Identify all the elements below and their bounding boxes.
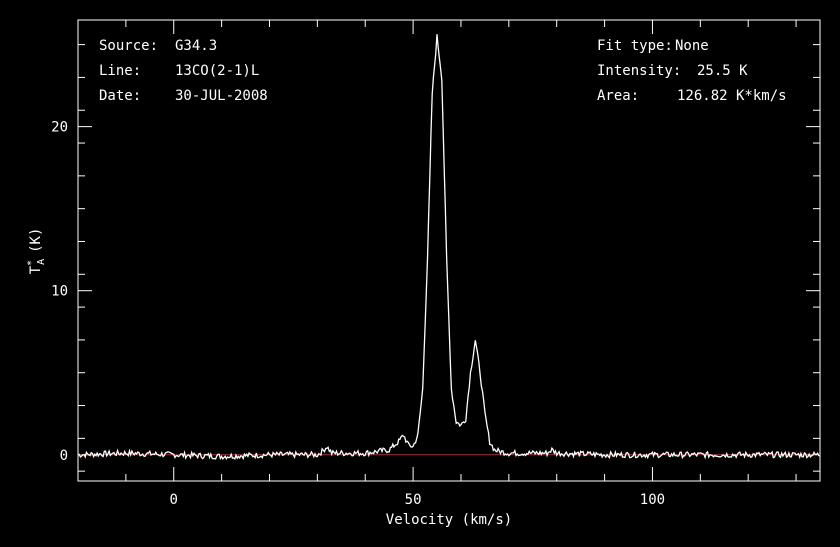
intensity-value: 25.5 K: [697, 63, 748, 79]
x-tick-label: 0: [170, 492, 178, 508]
date-label: Date:: [99, 88, 141, 104]
area-value: 126.82 K*km/s: [677, 88, 787, 104]
y-tick-label: 10: [51, 284, 68, 300]
spectrum-line: [77, 34, 821, 461]
fit-type-value: None: [675, 38, 709, 54]
y-axis-label: T*A(K): [26, 228, 47, 275]
source-value: G34.3: [175, 38, 217, 54]
source-label: Source:: [99, 38, 158, 54]
date-value: 30-JUL-2008: [175, 88, 268, 104]
x-tick-label: 50: [405, 492, 422, 508]
line-value: 13CO(2-1)L: [175, 63, 259, 79]
fit-type-label: Fit type:: [597, 38, 673, 54]
x-tick-label: 100: [640, 492, 665, 508]
area-label: Area:: [597, 88, 639, 104]
x-axis-label: Velocity (km/s): [386, 512, 512, 528]
plot-frame: [77, 19, 821, 482]
y-tick-label: 0: [60, 448, 68, 464]
y-tick-label: 20: [51, 120, 68, 136]
intensity-label: Intensity:: [597, 63, 681, 79]
line-label: Line:: [99, 63, 141, 79]
